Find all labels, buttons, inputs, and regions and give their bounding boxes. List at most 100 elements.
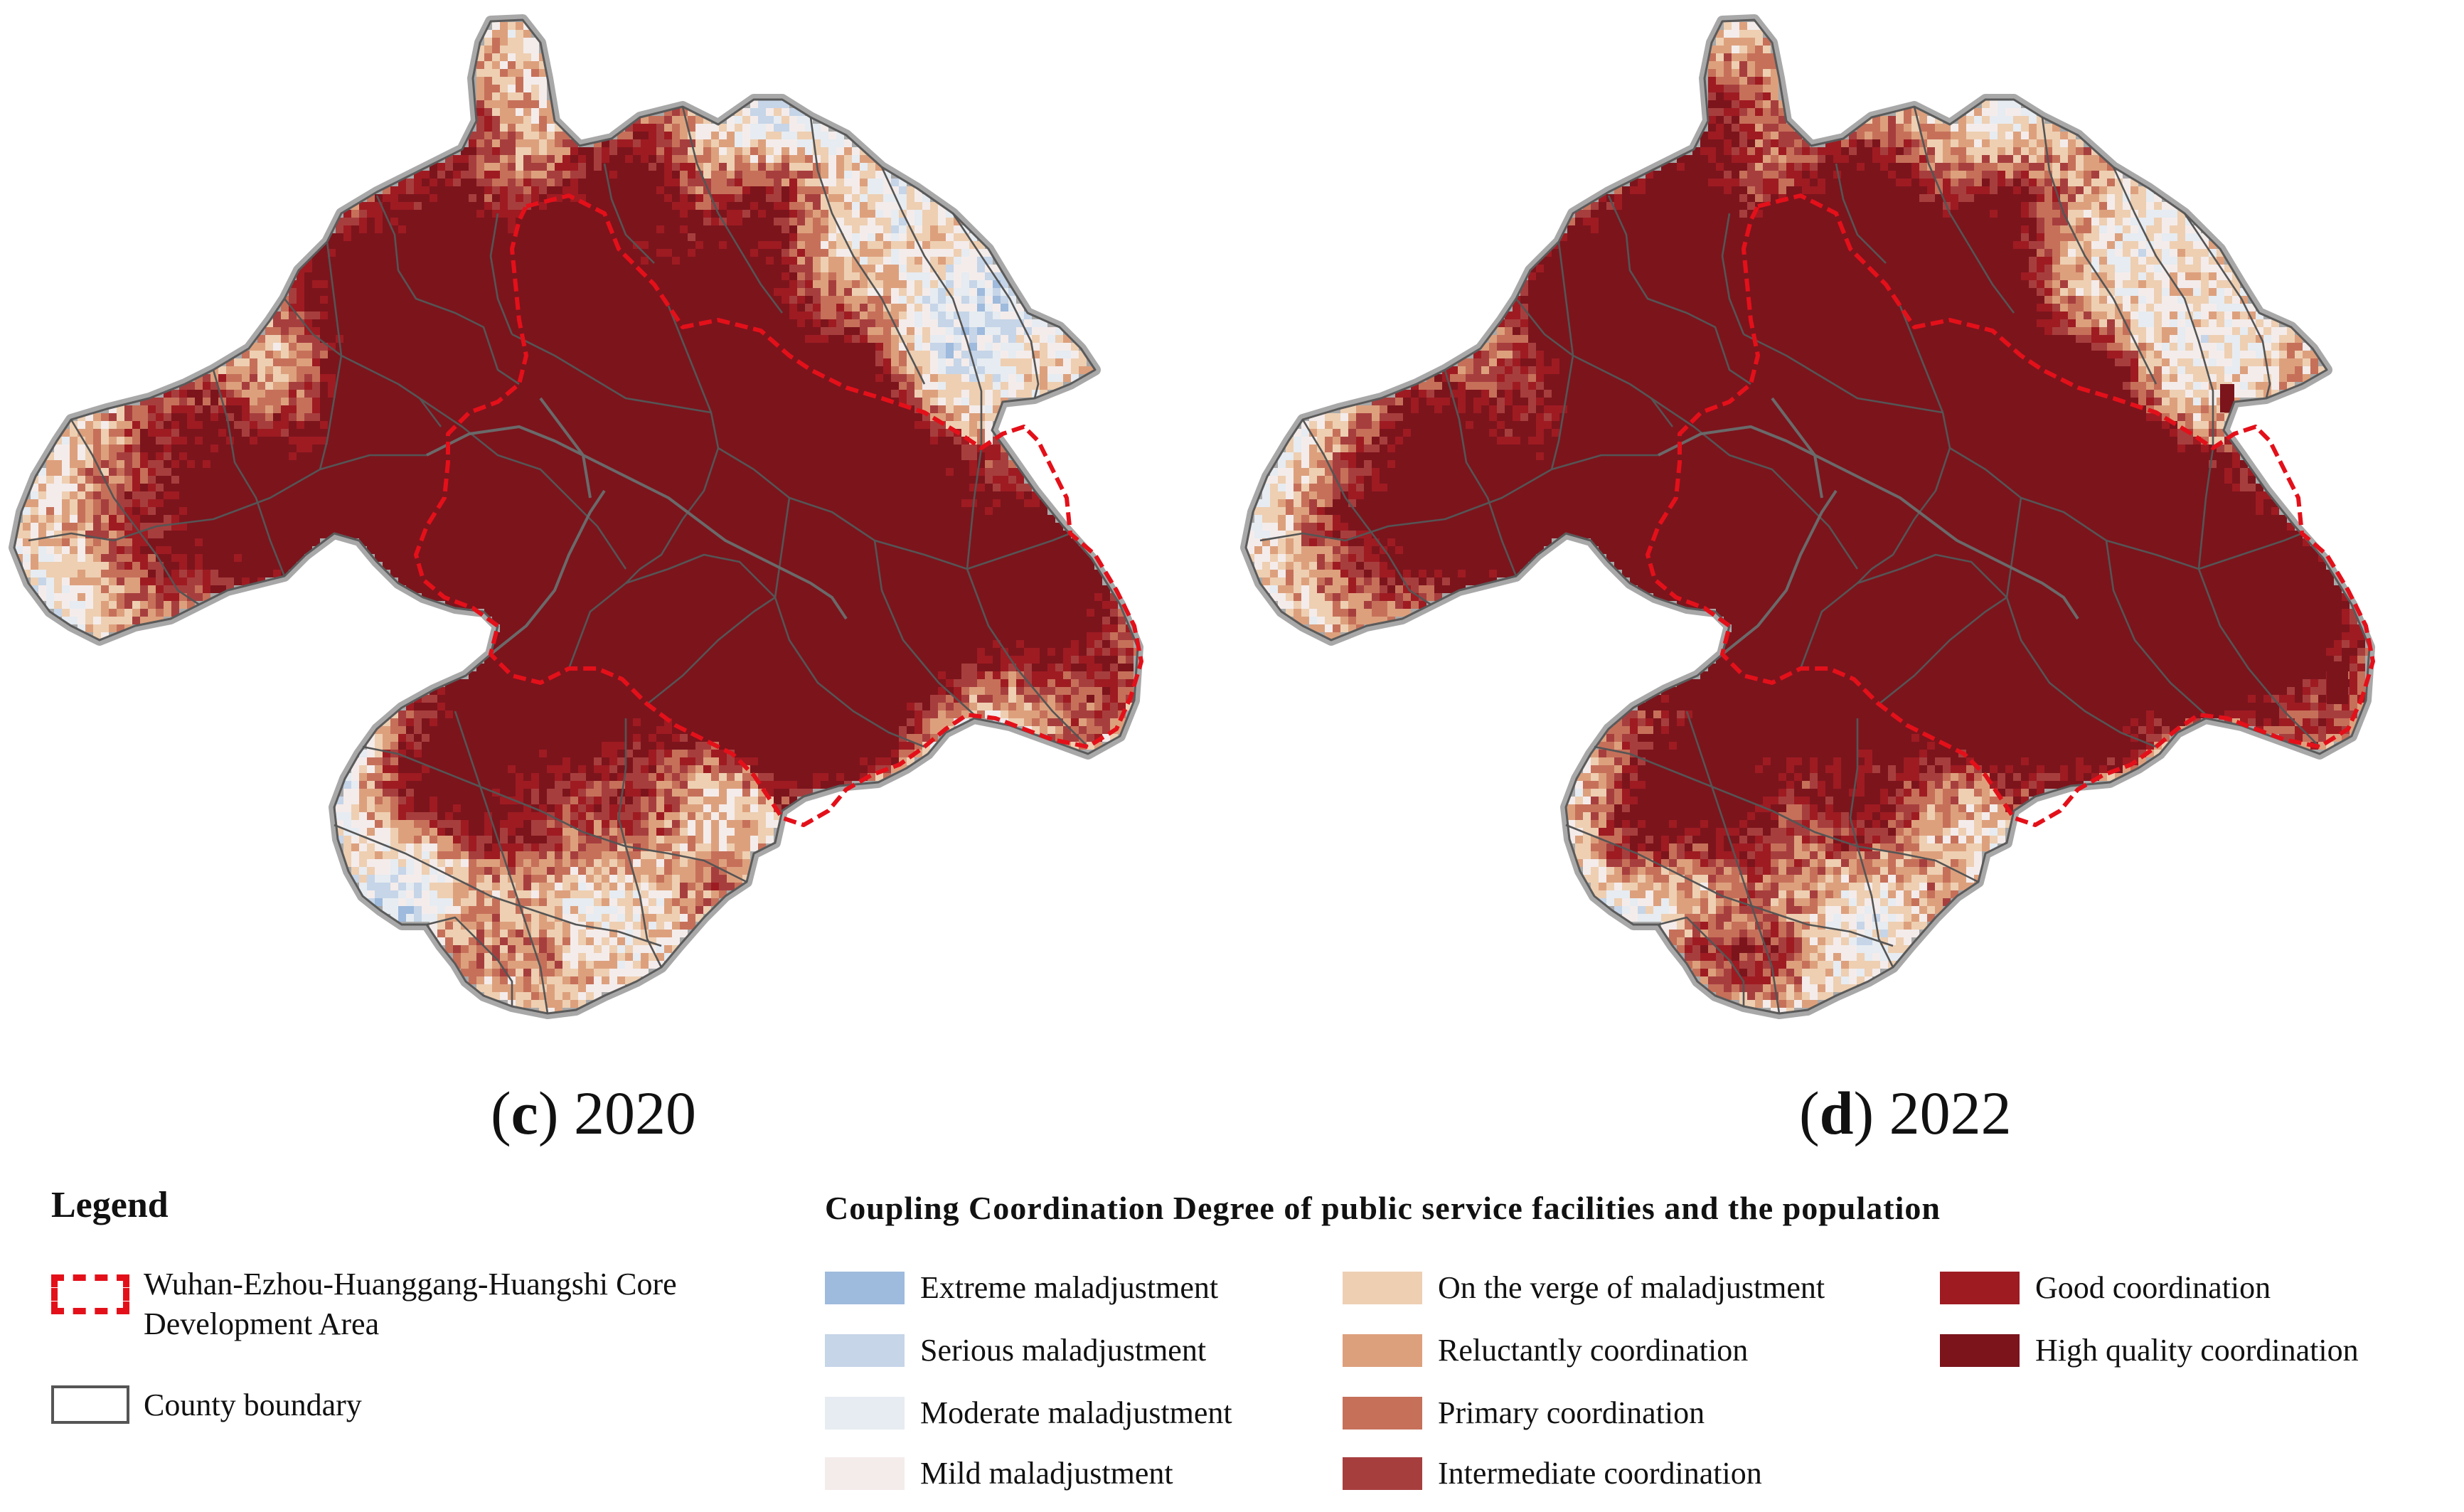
raster-cell <box>860 398 868 405</box>
raster-cell <box>586 444 594 452</box>
raster-cell <box>828 343 836 351</box>
raster-cell <box>375 421 383 429</box>
raster-cell <box>453 468 461 476</box>
raster-cell <box>234 390 242 398</box>
raster-cell <box>844 460 852 468</box>
raster-cell <box>625 210 633 218</box>
raster-cell <box>1016 319 1024 327</box>
raster-cell <box>969 460 977 468</box>
raster-cell <box>930 343 938 351</box>
raster-cell <box>23 507 31 515</box>
raster-cell <box>688 327 695 335</box>
raster-cell <box>179 515 187 523</box>
raster-cell <box>828 147 836 155</box>
raster-cell <box>492 507 500 515</box>
raster-cell <box>695 241 703 249</box>
raster-cell <box>531 186 539 194</box>
raster-cell <box>430 202 437 210</box>
raster-cell <box>476 507 484 515</box>
raster-cell <box>586 265 594 272</box>
raster-cell <box>688 210 695 218</box>
raster-cell <box>789 280 797 288</box>
raster-cell <box>813 398 821 405</box>
raster-cell <box>1001 507 1008 515</box>
raster-cell <box>852 233 860 241</box>
raster-cell <box>1047 358 1055 366</box>
raster-cell <box>484 405 492 413</box>
raster-cell <box>922 249 930 257</box>
raster-cell <box>203 460 210 468</box>
raster-cell <box>805 210 813 218</box>
raster-cell <box>390 225 398 233</box>
raster-cell <box>422 327 430 335</box>
raster-cell <box>985 358 993 366</box>
raster-cell <box>273 484 281 491</box>
raster-cell <box>406 272 414 280</box>
raster-cell <box>414 194 422 202</box>
raster-cell <box>500 351 508 358</box>
raster-cell <box>688 499 695 507</box>
raster-cell <box>695 343 703 351</box>
raster-cell <box>688 202 695 210</box>
raster-cell <box>719 444 727 452</box>
raster-cell <box>774 335 782 343</box>
raster-cell <box>484 61 492 69</box>
raster-cell <box>695 374 703 382</box>
raster-cell <box>852 249 860 257</box>
raster-cell <box>719 327 727 335</box>
raster-cell <box>367 351 375 358</box>
raster-cell <box>852 398 860 405</box>
raster-cell <box>523 335 531 343</box>
raster-cell <box>617 186 625 194</box>
raster-cell <box>367 249 375 257</box>
raster-cell <box>922 484 930 491</box>
raster-cell <box>484 179 492 186</box>
raster-cell <box>914 374 922 382</box>
raster-cell <box>828 139 836 147</box>
raster-cell <box>961 366 969 374</box>
raster-cell <box>320 304 328 312</box>
raster-cell <box>281 476 289 484</box>
raster-cell <box>946 343 954 351</box>
raster-cell <box>359 390 367 398</box>
raster-cell <box>836 507 844 515</box>
raster-cell <box>868 358 875 366</box>
raster-cell <box>844 257 852 265</box>
raster-cell <box>351 437 359 444</box>
raster-cell <box>516 343 523 351</box>
raster-cell <box>672 171 680 179</box>
raster-cell <box>164 429 171 437</box>
raster-cell <box>727 351 735 358</box>
raster-cell <box>914 304 922 312</box>
raster-cell <box>750 374 758 382</box>
raster-cell <box>868 163 875 171</box>
raster-cell <box>742 265 750 272</box>
raster-cell <box>570 304 578 312</box>
raster-cell <box>148 429 156 437</box>
raster-cell <box>680 272 688 280</box>
raster-cell <box>649 358 656 366</box>
raster-cell <box>789 413 797 421</box>
raster-cell <box>649 272 656 280</box>
raster-cell <box>930 304 938 312</box>
raster-cell <box>594 327 602 335</box>
raster-cell <box>844 351 852 358</box>
raster-cell <box>688 132 695 139</box>
raster-cell <box>422 343 430 351</box>
raster-cell <box>907 194 914 202</box>
raster-cell <box>727 241 735 249</box>
raster-cell <box>735 343 742 351</box>
raster-cell <box>961 288 969 296</box>
raster-cell <box>797 507 805 515</box>
raster-cell <box>531 69 539 77</box>
raster-cell <box>508 413 516 421</box>
raster-cell <box>414 241 422 249</box>
raster-cell <box>1001 460 1008 468</box>
raster-cell <box>1001 343 1008 351</box>
raster-cell <box>586 327 594 335</box>
raster-cell <box>758 366 766 374</box>
raster-cell <box>774 366 782 374</box>
raster-cell <box>711 421 719 429</box>
raster-cell <box>484 46 492 53</box>
raster-cell <box>484 85 492 92</box>
